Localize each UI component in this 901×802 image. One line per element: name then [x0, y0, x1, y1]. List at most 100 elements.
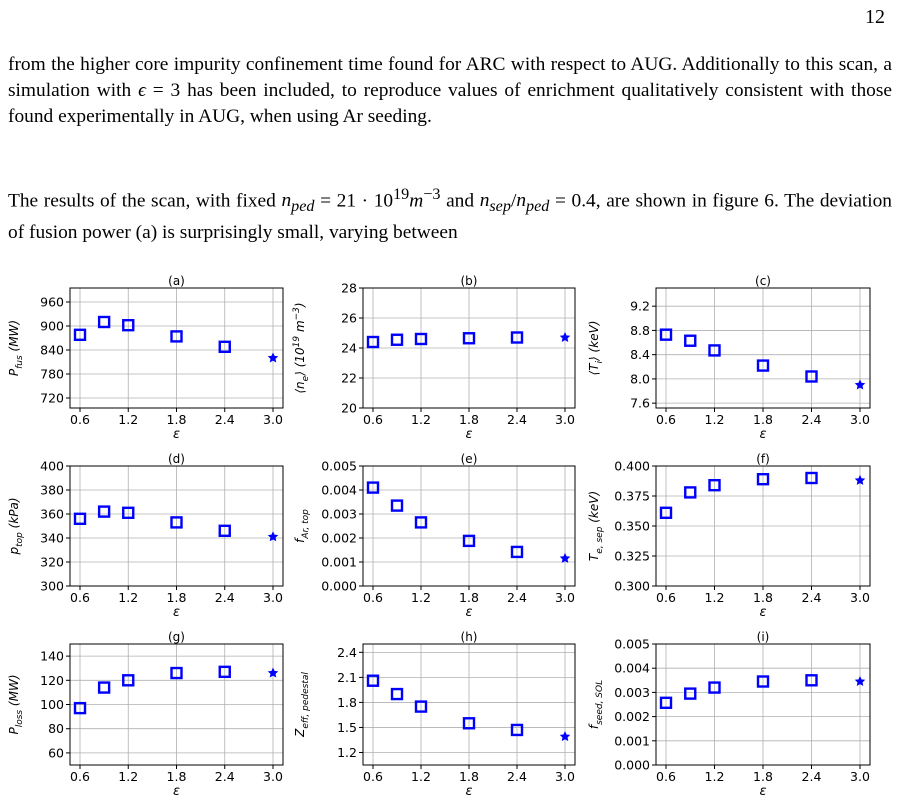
y-tick-label: 0.300 [614, 579, 650, 594]
panel-d: 0.6 1.2 1.8 2.4 3.0 300 320 340 360 380 400 (d) ε pto… [7, 452, 284, 620]
xlabel: ε [173, 605, 180, 620]
x-tick-label: 3.0 [263, 769, 283, 784]
x-tick-label: 3.0 [263, 590, 283, 605]
y-tick-label: 0.005 [321, 459, 357, 474]
y-tick-label: 0.400 [614, 459, 650, 474]
x-tick-label: 2.4 [802, 590, 822, 605]
data-point [756, 675, 770, 688]
y-tick-label: 7.6 [630, 396, 650, 411]
x-tick-label: 2.4 [507, 412, 527, 427]
data-point [366, 674, 380, 687]
y-tick-label: 0.001 [321, 555, 357, 570]
panel-a: 0.6 1.2 1.8 2.4 3.0 720 780 840 900 960 (a) ε Pfus (… [7, 274, 284, 442]
data-point-star [267, 667, 279, 678]
x-tick-label: 3.0 [850, 769, 870, 784]
x-tick-label: 0.6 [70, 590, 90, 605]
xlabel: ε [465, 605, 472, 620]
x-tick-label: 1.8 [753, 769, 773, 784]
y-tick-label: 720 [40, 391, 64, 406]
xlabel: ε [759, 784, 766, 799]
x-tick-label: 0.6 [70, 412, 90, 427]
data-point [366, 335, 380, 349]
x-tick-label: 0.6 [363, 769, 383, 784]
panel-title: (i) [757, 630, 770, 644]
panel-title: (g) [168, 630, 185, 644]
data-point [170, 666, 183, 680]
panel-b: 0.6 1.2 1.8 2.4 3.0 20 22 24 26 28 (b) ε ⟨ne⟩ (1019 … [292, 274, 576, 442]
panel-i: 0.6 1.2 1.8 2.4 3.0 0.000 0.001 0.002 0.003 0.004… [587, 630, 871, 799]
data-point [708, 344, 721, 357]
y-tick-label: 0.005 [614, 637, 650, 652]
y-tick-label: 26 [341, 311, 357, 326]
panel-title: (d) [168, 452, 185, 466]
data-point-star [267, 531, 279, 542]
x-tick-label: 3.0 [850, 590, 870, 605]
data-point [73, 512, 87, 526]
data-point [366, 481, 380, 494]
x-tick-label: 1.8 [459, 590, 479, 605]
page-number: 12 [865, 6, 885, 28]
xlabel: ε [173, 784, 180, 799]
xlabel: ε [759, 605, 766, 620]
panel-title: (a) [168, 274, 185, 288]
y-tick-label: 0.375 [614, 489, 650, 504]
data-point [462, 534, 476, 548]
y-tick-label: 1.8 [337, 695, 357, 710]
data-point [659, 696, 673, 710]
data-point-star [559, 731, 571, 742]
data-point [97, 681, 111, 694]
y-tick-label: 0.325 [614, 549, 650, 564]
y-tick-label: 0.000 [321, 579, 357, 594]
x-tick-label: 1.8 [459, 412, 479, 427]
data-point [73, 328, 87, 341]
paragraph-1: from the higher core impurity confinemen… [8, 54, 892, 127]
y-tick-label: 22 [341, 371, 357, 386]
x-tick-label: 2.4 [215, 769, 235, 784]
y-tick-label: 1.2 [337, 745, 357, 760]
data-point [390, 499, 404, 512]
x-tick-label: 2.4 [802, 412, 822, 427]
y-tick-label: 2.4 [337, 645, 357, 660]
x-tick-label: 1.2 [411, 412, 431, 427]
data-point [218, 665, 231, 679]
data-point [97, 505, 111, 518]
y-tick-label: 320 [40, 555, 64, 570]
data-point [122, 319, 135, 332]
x-tick-label: 3.0 [555, 412, 575, 427]
y-tick-label: 140 [40, 649, 64, 664]
y-tick-label: 0.002 [321, 531, 357, 546]
y-tick-label: 2.1 [337, 670, 357, 685]
y-tick-label: 840 [40, 343, 64, 358]
x-tick-label: 1.8 [753, 412, 773, 427]
y-tick-label: 1.5 [337, 720, 357, 735]
panel-g: 0.6 1.2 1.8 2.4 3.0 60 80 100 120 140 (g) ε Ploss (M… [7, 630, 284, 799]
x-tick-label: 1.2 [705, 590, 725, 605]
data-point [510, 331, 524, 344]
x-tick-label: 1.2 [705, 769, 725, 784]
x-tick-label: 0.6 [363, 590, 383, 605]
x-tick-label: 1.8 [753, 590, 773, 605]
y-tick-label: 28 [341, 281, 357, 296]
data-point [756, 472, 770, 486]
data-point [510, 723, 524, 737]
x-tick-label: 3.0 [850, 412, 870, 427]
y-tick-label: 0.001 [614, 733, 650, 748]
y-tick-label: 9.2 [630, 299, 650, 314]
x-tick-label: 2.4 [215, 412, 235, 427]
data-point [170, 516, 183, 529]
y-tick-label: 900 [40, 319, 64, 334]
y-tick-label: 400 [40, 459, 64, 474]
data-point [708, 478, 721, 492]
y-tick-label: 380 [40, 483, 64, 498]
panel-title: (c) [755, 274, 771, 288]
y-tick-label: 80 [48, 721, 64, 736]
data-point [122, 674, 135, 687]
y-tick-label: 960 [40, 295, 64, 310]
xlabel: ε [465, 427, 472, 442]
y-tick-label: 780 [40, 367, 64, 382]
panel-c: 0.6 1.2 1.8 2.4 3.0 7.6 8.0 8.4 8.8 9.2 (c) ε ⟨Ti⟩ (… [587, 274, 871, 442]
panel-title: (b) [461, 274, 478, 288]
data-point [756, 359, 770, 372]
x-tick-label: 0.6 [656, 590, 676, 605]
data-point [805, 471, 818, 485]
